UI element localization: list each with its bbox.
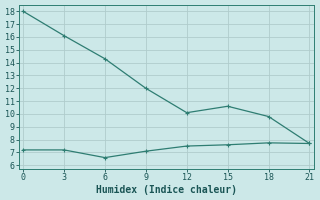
X-axis label: Humidex (Indice chaleur): Humidex (Indice chaleur) (96, 185, 237, 195)
